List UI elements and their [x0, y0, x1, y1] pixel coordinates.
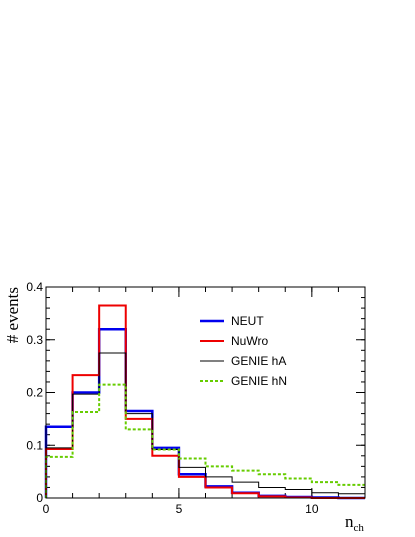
legend-label-neut: NEUT — [231, 314, 264, 328]
x-tick-label: 5 — [176, 502, 183, 516]
y-axis-title: # events — [3, 287, 22, 343]
x-axis-title-main: n — [345, 512, 354, 531]
legend: NEUT NuWro GENIE hA GENIE hN — [200, 314, 287, 388]
legend-label-nuwro: NuWro — [231, 334, 268, 348]
series-layer — [44, 304, 365, 500]
plot-frame — [45, 286, 366, 499]
y-tick-label: 0.4 — [26, 280, 43, 294]
x-tick-label: 0 — [43, 502, 50, 516]
y-tick-label: 0.3 — [26, 333, 43, 347]
legend-label-genie-ha: GENIE hA — [231, 354, 286, 368]
series-nuwro-line — [45, 304, 365, 499]
series-genie-hn-line — [45, 383, 365, 498]
ticks-layer: 0 0.1 0.2 0.3 0.4 0 5 10 — [26, 280, 366, 516]
x-axis-title: nch — [345, 512, 364, 534]
x-axis-title-sub: ch — [354, 522, 365, 534]
y-tick-label: 0.2 — [26, 386, 43, 400]
x-tick-label: 10 — [305, 502, 319, 516]
y-tick-label: 0 — [36, 491, 43, 505]
y-tick-label: 0.1 — [26, 438, 43, 452]
legend-label-genie-hn: GENIE hN — [231, 374, 287, 388]
